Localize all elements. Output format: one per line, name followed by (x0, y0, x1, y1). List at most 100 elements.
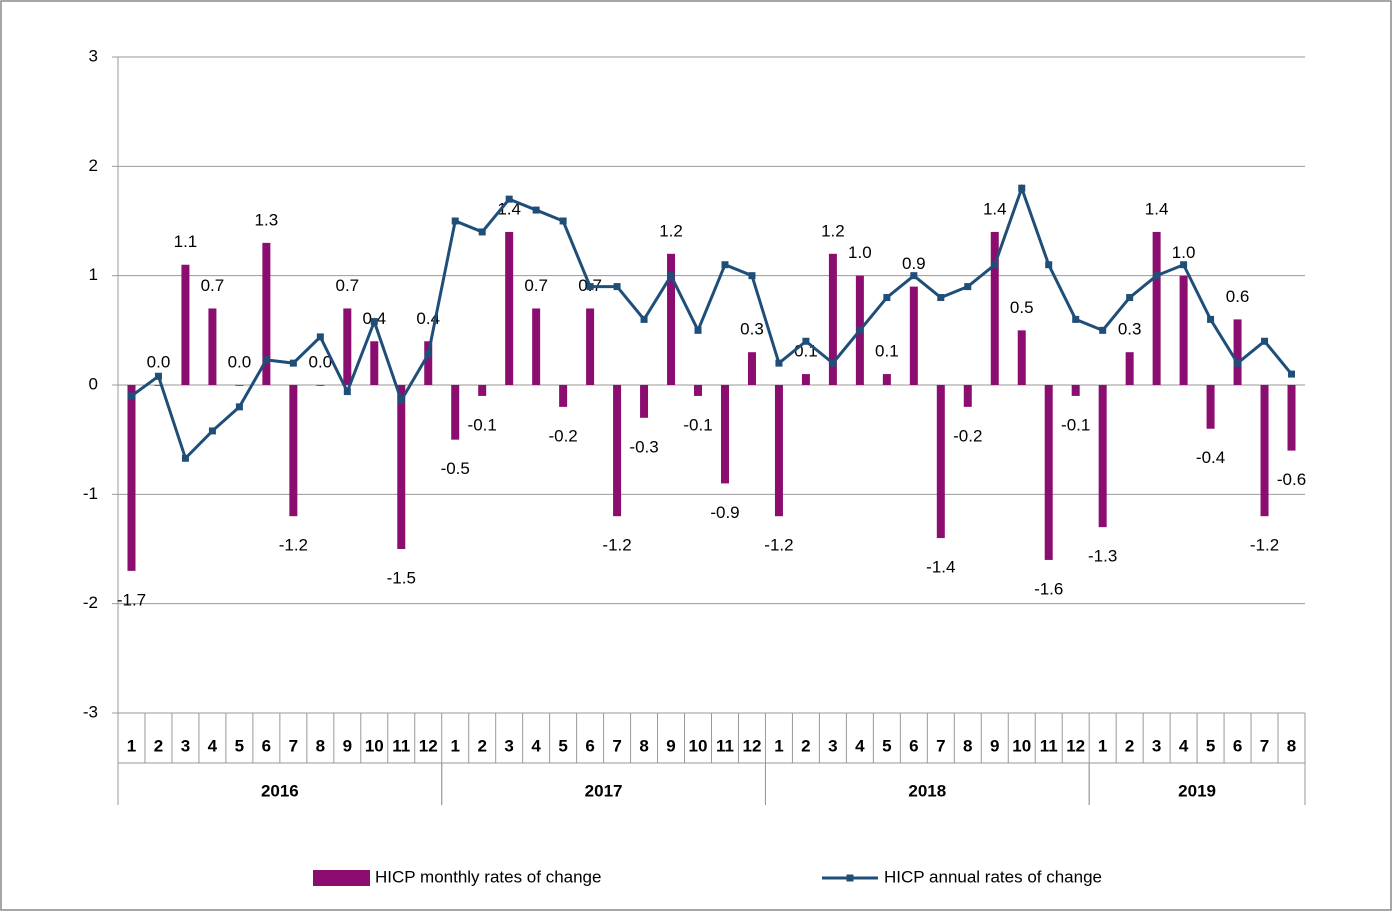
data-label: 1.1 (174, 232, 198, 251)
bar (640, 385, 649, 418)
line-marker (532, 206, 540, 214)
data-label: 1.0 (848, 243, 872, 262)
line-marker (667, 272, 675, 280)
line-marker (910, 272, 918, 280)
line-marker (775, 359, 783, 367)
bar (1260, 385, 1269, 517)
bar (262, 242, 271, 385)
bar (1125, 352, 1134, 385)
line-marker (505, 195, 513, 203)
bar (694, 385, 703, 396)
data-label: -1.2 (602, 536, 631, 555)
bar (1179, 275, 1188, 385)
bar (667, 253, 676, 385)
data-label: 0.3 (740, 320, 764, 339)
legend-label: HICP annual rates of change (884, 867, 1102, 886)
x-tick-label: 12 (1066, 736, 1085, 755)
legend-swatch (313, 870, 370, 886)
x-tick-label: 9 (666, 736, 675, 755)
x-tick-label: 1 (450, 736, 459, 755)
x-tick-label: 7 (612, 736, 621, 755)
x-tick-label: 10 (1012, 736, 1031, 755)
x-tick-label: 12 (419, 736, 438, 755)
data-label: -0.5 (441, 459, 470, 478)
group-label: 2016 (261, 781, 299, 800)
x-tick-label: 11 (716, 736, 734, 755)
line-marker (613, 283, 621, 291)
data-label: -0.1 (1061, 415, 1090, 434)
line-marker (829, 359, 837, 367)
x-tick-label: 12 (743, 736, 762, 755)
bar (316, 385, 325, 386)
x-tick-label: 9 (990, 736, 999, 755)
x-tick-label: 1 (1098, 736, 1107, 755)
line (130, 183, 1293, 462)
line-marker (1261, 337, 1269, 345)
x-tick-label: 11 (392, 736, 410, 755)
legend-label: HICP monthly rates of change (375, 867, 601, 886)
data-label: -1.2 (279, 536, 308, 555)
line-marker (289, 359, 297, 367)
y-tick-label: 3 (89, 46, 98, 65)
line-marker (694, 326, 702, 334)
x-tick-label: 6 (585, 736, 594, 755)
bar (747, 352, 756, 385)
y-tick-label: -1 (83, 484, 98, 503)
x-tick-label: 3 (1152, 736, 1161, 755)
bar (1287, 385, 1296, 451)
line-marker (235, 403, 243, 411)
data-label: 0.7 (524, 276, 548, 295)
x-tick-label: 5 (235, 736, 244, 755)
bar (370, 341, 379, 385)
line-marker (1045, 261, 1053, 269)
bar (1206, 385, 1215, 429)
group-label: 2017 (585, 781, 623, 800)
bar (235, 385, 244, 386)
y-tick-label: 0 (89, 374, 98, 393)
line-marker (1288, 370, 1296, 378)
group-label: 2019 (1178, 781, 1216, 800)
data-label: -1.7 (117, 590, 146, 609)
line-marker (451, 217, 459, 225)
bar (343, 308, 352, 385)
data-label: -0.1 (683, 415, 712, 434)
data-label: 0.6 (1226, 287, 1250, 306)
bar (828, 253, 837, 385)
bar (289, 385, 298, 517)
x-tick-label: 5 (1206, 736, 1215, 755)
x-tick-label: 7 (289, 736, 298, 755)
y-tick-label: -2 (83, 593, 98, 612)
data-label: -1.2 (764, 536, 793, 555)
y-tick-label: 1 (89, 265, 98, 284)
line-marker (424, 350, 432, 358)
x-tick-label: 2 (1125, 736, 1134, 755)
line-marker (883, 294, 891, 302)
line-marker (343, 388, 351, 396)
line-marker (370, 318, 378, 326)
bar (990, 231, 999, 385)
data-label: 1.0 (1172, 243, 1196, 262)
line-marker (1099, 326, 1107, 334)
bar (127, 385, 136, 571)
data-label: 0.1 (875, 342, 899, 361)
bar (181, 264, 190, 385)
bar (208, 308, 217, 385)
data-label: 0.0 (147, 352, 171, 371)
bar (586, 308, 595, 385)
line-marker (937, 294, 945, 302)
bar (451, 385, 460, 440)
x-tick-label: 6 (909, 736, 918, 755)
line-marker (964, 283, 972, 291)
line-marker (721, 261, 729, 269)
x-tick-label: 8 (1287, 736, 1296, 755)
line-marker (316, 333, 324, 341)
bar (559, 385, 568, 407)
y-tick-label: 2 (89, 156, 98, 175)
x-tick-label: 8 (963, 736, 972, 755)
data-label: -1.5 (387, 568, 416, 587)
line-marker (478, 228, 486, 236)
bar (963, 385, 972, 407)
bar (1152, 231, 1161, 385)
x-tick-label: 5 (558, 736, 567, 755)
line-marker (1018, 184, 1026, 192)
